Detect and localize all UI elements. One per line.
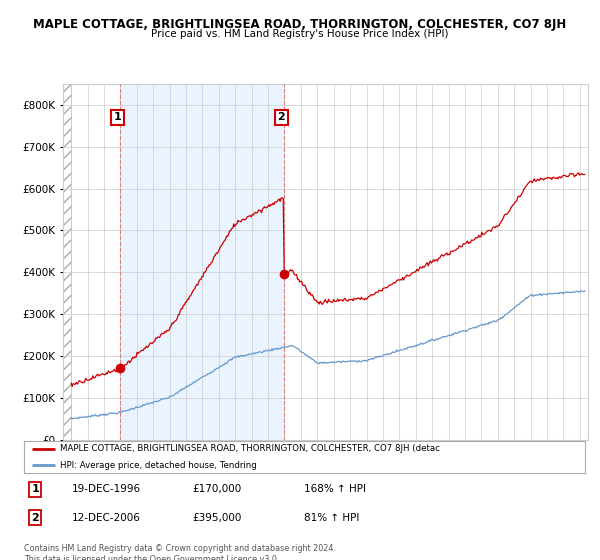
Text: 1: 1: [113, 113, 121, 123]
Text: £395,000: £395,000: [192, 512, 242, 522]
Bar: [63, 84, 71, 440]
Text: 81% ↑ HPI: 81% ↑ HPI: [305, 512, 360, 522]
Text: Contains HM Land Registry data © Crown copyright and database right 2024.
This d: Contains HM Land Registry data © Crown c…: [24, 544, 336, 560]
Text: Price paid vs. HM Land Registry's House Price Index (HPI): Price paid vs. HM Land Registry's House …: [151, 29, 449, 39]
Text: 1: 1: [31, 484, 39, 494]
Bar: [120, 84, 284, 440]
Text: 2: 2: [31, 512, 39, 522]
Text: 19-DEC-1996: 19-DEC-1996: [71, 484, 141, 494]
Text: £170,000: £170,000: [192, 484, 242, 494]
Text: 12-DEC-2006: 12-DEC-2006: [71, 512, 140, 522]
Text: MAPLE COTTAGE, BRIGHTLINGSEA ROAD, THORRINGTON, COLCHESTER, CO7 8JH (detac: MAPLE COTTAGE, BRIGHTLINGSEA ROAD, THORR…: [61, 444, 440, 454]
Text: 168% ↑ HPI: 168% ↑ HPI: [305, 484, 367, 494]
Text: MAPLE COTTAGE, BRIGHTLINGSEA ROAD, THORRINGTON, COLCHESTER, CO7 8JH: MAPLE COTTAGE, BRIGHTLINGSEA ROAD, THORR…: [34, 18, 566, 31]
Text: HPI: Average price, detached house, Tendring: HPI: Average price, detached house, Tend…: [61, 460, 257, 470]
Text: 2: 2: [277, 113, 285, 123]
